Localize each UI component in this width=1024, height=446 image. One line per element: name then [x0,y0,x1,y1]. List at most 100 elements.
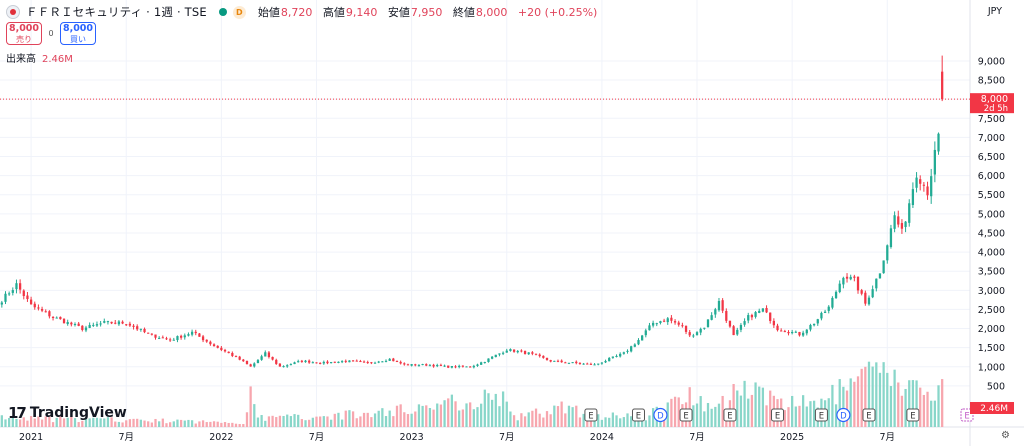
candle [919,175,922,191]
candle [183,333,186,340]
candle-body [286,365,289,367]
candle-body [930,176,933,197]
candle-body [125,324,128,326]
candle-body [608,358,611,362]
candle [611,356,615,359]
volume-bar [366,412,369,427]
candle [66,319,69,326]
candle-body [315,362,318,364]
volume-legend[interactable]: 出来高 2.46M [6,50,73,65]
volume-bar [209,421,212,427]
dividend-marker-circle [836,407,851,423]
candle [450,365,454,369]
candle [644,328,647,338]
candle [340,360,344,364]
candle [220,346,223,352]
close-label: 終値 [452,6,475,19]
candle-body [750,314,754,318]
candle-body [264,352,267,357]
candle [838,280,841,294]
candle-body [26,295,29,300]
buy-button[interactable]: 8,000 買い [60,22,96,45]
volume-bar [73,418,77,427]
candle-body [794,331,797,333]
candle [329,361,333,364]
candle-body [651,322,655,326]
candle-body [706,319,710,328]
candle [633,343,636,348]
brand-name: TradingView [29,405,127,421]
time-tick-label: 2021 [19,432,43,443]
volume-bar [231,422,234,427]
volume-bar [575,405,578,427]
volume-bar [450,394,454,427]
candle [337,361,340,364]
candle-body [450,366,454,368]
candle-body [908,203,911,223]
candle [615,354,618,358]
candle [8,291,11,296]
volume-bar [911,380,915,427]
candle [308,359,311,364]
volume-bar [172,421,175,427]
candle [417,364,421,367]
candle [725,308,728,323]
volume-bar [242,424,245,427]
candle-body [201,336,205,341]
candle [911,182,915,208]
candle [900,219,904,234]
earnings-marker-box [631,408,645,422]
volume-bar [695,403,699,427]
candle [684,325,688,335]
tradingview-logo[interactable]: 17 TradingView [8,404,127,422]
volume-bar [132,418,135,427]
candle-body [597,363,600,365]
volume-bar [205,422,208,427]
candle [801,330,805,337]
candle [55,316,58,319]
candle-body [882,260,885,274]
volume-bar [509,411,512,427]
candle-body [542,355,545,358]
volume-bar [55,417,58,427]
candle-body [483,362,486,364]
candle [889,224,893,249]
volume-bar [454,401,457,427]
volume-bar [238,423,241,427]
candle-body [271,356,274,360]
candle-body [461,365,464,367]
volume-bar [432,409,435,427]
settings-gear-icon[interactable]: ⚙ [1001,430,1010,441]
price-tick-label: 5,000 [978,209,1005,220]
volume-bar [48,416,51,427]
time-tick-label: 7月 [689,432,705,443]
candle [575,360,578,365]
volume-bar [110,417,113,427]
delayed-badge[interactable]: D [232,5,246,19]
candle-body [809,324,812,330]
candle-body [805,329,808,334]
volume-bar [593,419,596,427]
volume-bar [469,402,472,427]
candle-body [117,321,121,325]
volume-bar [88,418,91,427]
candle [498,353,501,357]
candle [267,351,271,359]
volume-bar [520,413,523,427]
sell-button[interactable]: 8,000 売り [6,22,42,45]
price-tick-label: 3,500 [978,267,1005,278]
volume-bar [304,420,307,427]
volume-bar [70,416,73,427]
volume-bar [937,385,940,427]
volume-bar [436,403,439,427]
candle [681,322,684,328]
currency-label[interactable]: JPY [987,6,1002,17]
trade-buttons: 8,000 売り 0 8,000 買い [6,22,96,45]
candle-body [70,322,73,325]
candle-body [893,215,896,229]
candle [926,181,929,200]
volume-bar [615,415,618,427]
candle-body [190,331,194,335]
symbol-title[interactable]: ＦＦＲＩセキュリティ · 1週 · TSE [26,5,207,19]
